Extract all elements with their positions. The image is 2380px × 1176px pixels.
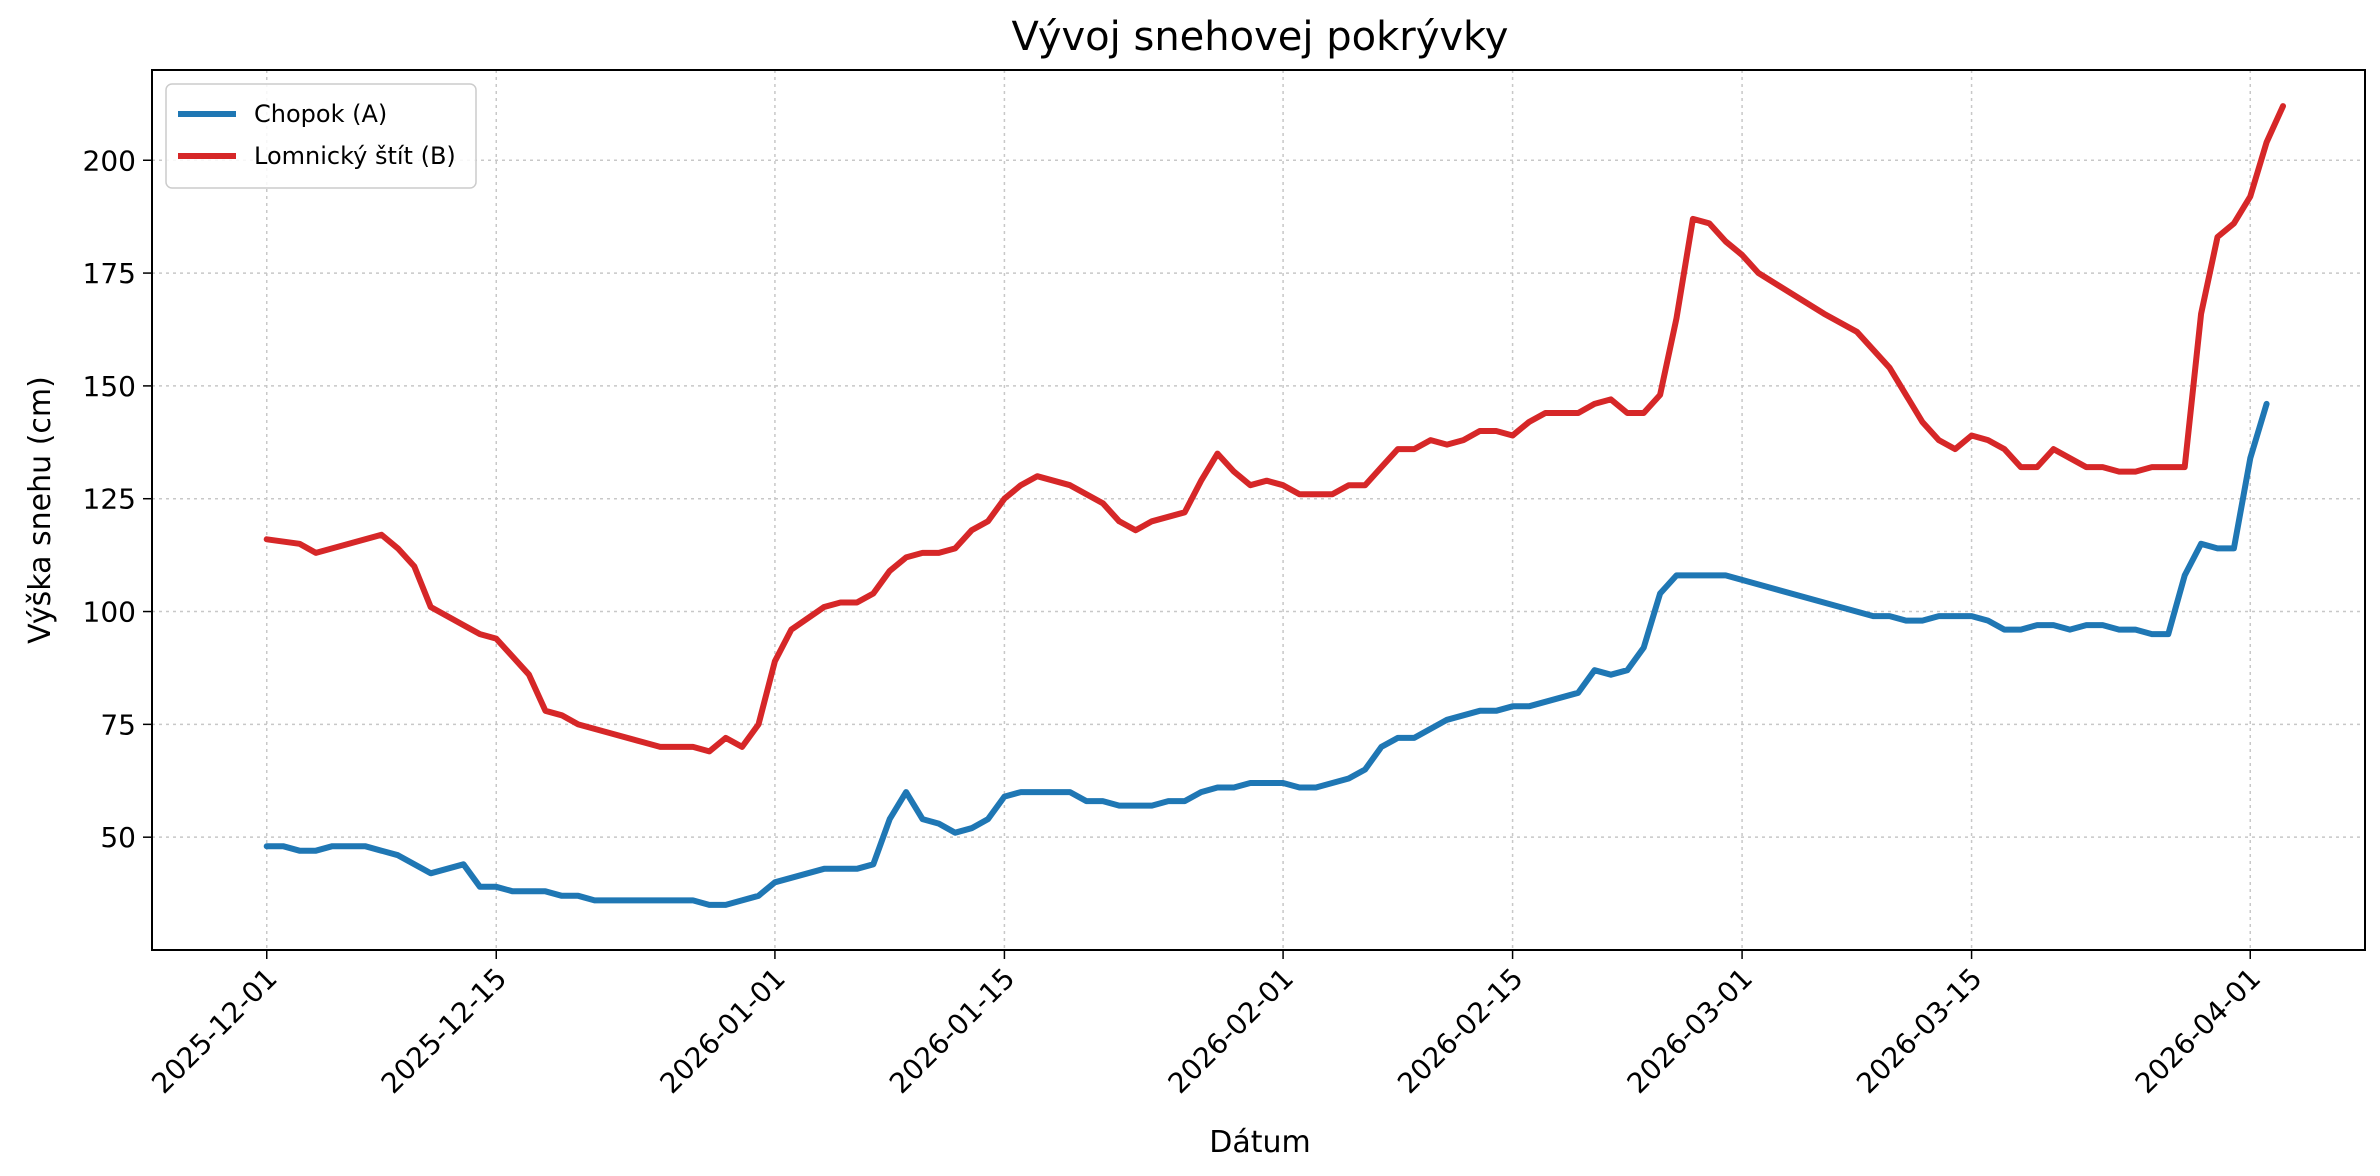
grid-lines xyxy=(152,70,2365,950)
y-axis-ticks: 50 75 100 125 150 175 200 xyxy=(83,144,152,854)
x-tick-label: 2025-12-15 xyxy=(375,962,513,1100)
legend-label-0: Chopok (A) xyxy=(254,100,387,128)
x-tick-label: 2026-04-01 xyxy=(2129,962,2267,1100)
x-tick-label: 2026-02-15 xyxy=(1391,962,1529,1100)
x-axis-ticks: 2025-12-01 2025-12-15 2026-01-01 2026-01-15… xyxy=(145,950,2267,1100)
legend: Chopok (A) Lomnický štít (B) xyxy=(165,83,477,189)
y-tick-label: 100 xyxy=(83,596,136,629)
y-tick-label: 200 xyxy=(83,144,136,177)
series-line-0 xyxy=(263,400,2270,908)
x-tick-label: 2026-02-01 xyxy=(1162,962,1300,1100)
y-axis-label: Výška snehu (cm) xyxy=(23,376,58,644)
series-lines xyxy=(263,103,2286,908)
legend-box xyxy=(165,83,477,189)
y-tick-label: 50 xyxy=(100,821,136,854)
x-tick-label: 2026-01-15 xyxy=(883,962,1021,1100)
y-tick-label: 75 xyxy=(100,708,136,741)
x-tick-label: 2026-03-15 xyxy=(1850,962,1988,1100)
y-tick-label: 175 xyxy=(83,257,136,290)
x-axis-label: Dátum xyxy=(1209,1125,1310,1160)
chart-title: Vývoj snehovej pokrývky xyxy=(1012,14,1509,60)
x-tick-label: 2025-12-01 xyxy=(145,962,283,1100)
x-tick-label: 2026-01-01 xyxy=(653,962,791,1100)
y-tick-label: 125 xyxy=(83,483,136,516)
legend-label-1: Lomnický štít (B) xyxy=(254,142,456,170)
y-tick-label: 150 xyxy=(83,370,136,403)
x-tick-label: 2026-03-01 xyxy=(1621,962,1759,1100)
plot-area-frame xyxy=(151,69,2366,951)
series-line-1 xyxy=(263,103,2286,755)
